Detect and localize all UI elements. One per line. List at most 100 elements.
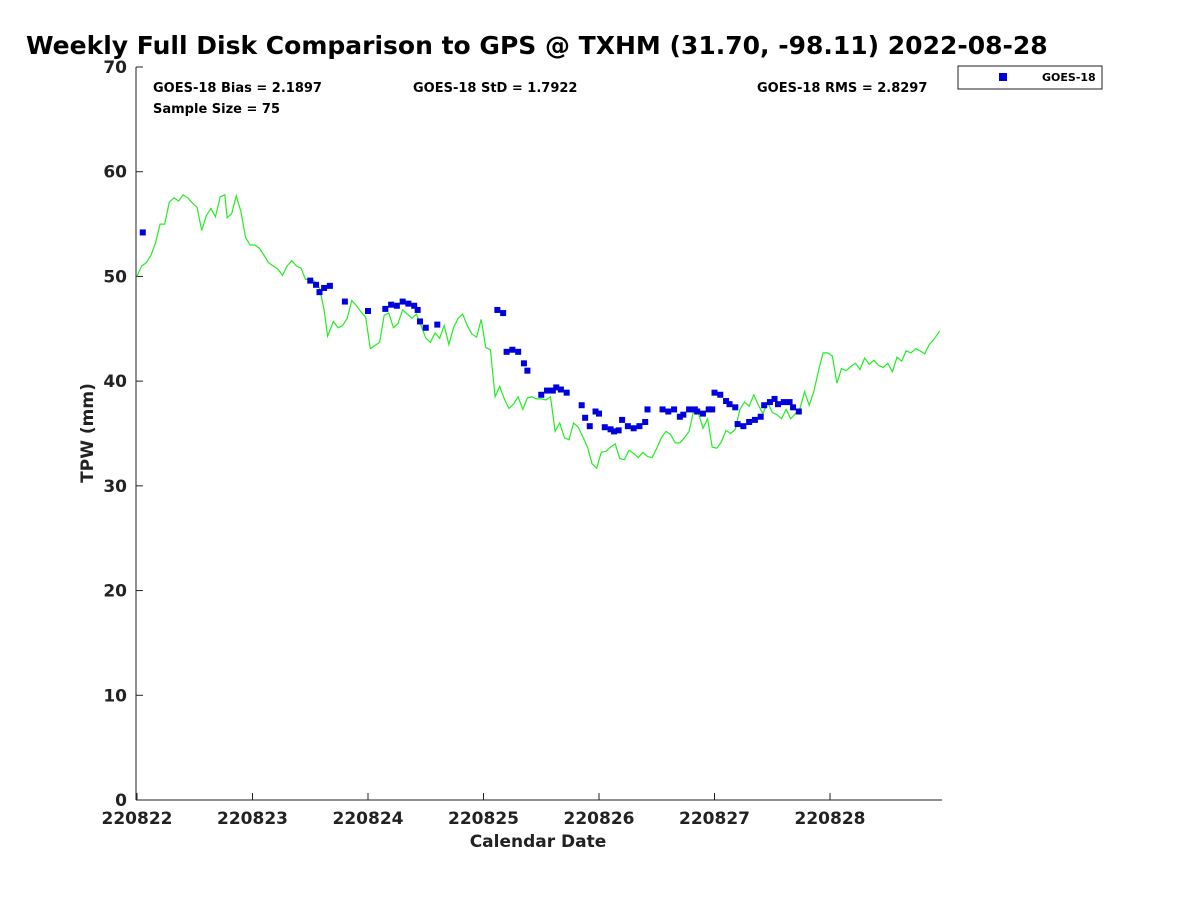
goes-18-point <box>520 360 527 367</box>
goes-18-point <box>686 406 693 413</box>
goes-18-point <box>726 401 733 408</box>
y-tick-label: 10 <box>103 686 127 706</box>
goes-18-point <box>636 423 643 430</box>
goes-18-point <box>615 427 622 434</box>
goes-18-point <box>680 411 687 418</box>
y-tick-label: 0 <box>115 791 127 811</box>
goes-18-point <box>382 305 389 312</box>
goes-18-point <box>549 387 556 394</box>
goes-18-point <box>538 391 545 398</box>
legend-box <box>957 65 1103 90</box>
legend-label-goes-18: GOES-18 <box>1042 71 1096 84</box>
y-tick-label: 20 <box>103 582 127 602</box>
goes-18-point <box>671 406 678 413</box>
goes-18-point <box>611 428 618 435</box>
goes-18-point <box>416 318 423 325</box>
plot-area <box>135 67 942 801</box>
goes-18-point <box>553 384 560 391</box>
goes-18-point <box>659 406 666 413</box>
goes-18-point <box>740 423 747 430</box>
x-tick-label: 220825 <box>448 809 519 829</box>
goes-18-point <box>644 406 651 413</box>
gps-line <box>136 193 941 470</box>
goes-18-point <box>582 414 589 421</box>
goes-18-point <box>630 425 637 432</box>
goes-18-point <box>411 302 418 309</box>
goes-18-point <box>607 426 614 433</box>
goes-18-point <box>676 413 683 420</box>
goes-18-point <box>624 423 631 430</box>
goes-18-point <box>746 418 753 425</box>
goes-18-series <box>139 229 802 435</box>
goes-18-point <box>732 404 739 411</box>
goes-18-point <box>786 399 793 406</box>
goes-18-point <box>316 289 323 296</box>
goes-18-point <box>422 324 429 331</box>
x-tick-label: 220823 <box>217 809 288 829</box>
goes-18-point <box>509 346 516 353</box>
y-tick-label: 70 <box>103 58 127 78</box>
goes-18-point <box>414 306 421 313</box>
goes-18-point <box>757 413 764 420</box>
stat-bias: GOES-18 Bias = 2.1897 <box>153 81 322 96</box>
x-tick-label: 220826 <box>564 809 635 829</box>
goes-18-point <box>388 301 395 308</box>
x-tick-label: 220822 <box>102 809 173 829</box>
goes-18-point <box>711 389 718 396</box>
x-axis-label: Calendar Date <box>470 832 607 852</box>
x-axis-ticks: 220822 220823 220824 220825 220826 220827 2208… <box>102 793 866 829</box>
chart-title: Weekly Full Disk Comparison to GPS @ TXH… <box>26 31 1048 60</box>
goes-18-point <box>434 321 441 328</box>
y-axis-label: TPW (mm) <box>78 383 98 483</box>
goes-18-point <box>771 395 778 402</box>
legend-marker-goes-18 <box>999 73 1007 81</box>
goes-18-point <box>601 424 608 431</box>
x-tick-label: 220824 <box>333 809 404 829</box>
goes-18-point <box>365 307 371 314</box>
y-axis-ticks: 0 10 20 30 40 50 60 70 <box>103 58 143 811</box>
goes-18-point <box>494 306 501 313</box>
x-tick-label: 220828 <box>795 809 866 829</box>
goes-18-point <box>326 282 333 289</box>
goes-18-point <box>665 408 672 415</box>
goes-18-point <box>578 402 585 409</box>
y-tick-label: 50 <box>103 267 127 287</box>
x-tick-label: 220827 <box>679 809 750 829</box>
stat-rms: GOES-18 RMS = 2.8297 <box>757 81 927 96</box>
goes-18-point <box>307 277 314 284</box>
gps-series <box>136 193 941 470</box>
goes-18-point <box>139 229 146 236</box>
goes-18-point <box>313 281 320 288</box>
goes-18-point <box>341 298 348 305</box>
goes-18-point <box>780 399 787 406</box>
stat-std: GOES-18 StD = 1.7922 <box>413 81 577 96</box>
goes-18-point <box>557 386 564 393</box>
y-tick-label: 30 <box>103 477 127 497</box>
goes-18-point <box>795 408 802 415</box>
goes-18-point <box>515 348 522 355</box>
goes-18-point <box>321 284 328 291</box>
goes-18-point <box>544 387 551 394</box>
goes-18-point <box>586 423 593 430</box>
goes-18-point <box>405 300 412 307</box>
goes-18-point <box>500 310 507 317</box>
goes-18-point <box>699 410 706 417</box>
goes-18-point <box>790 404 797 411</box>
goes-18-point <box>563 389 570 396</box>
goes-18-point <box>694 408 701 415</box>
goes-18-point <box>503 348 510 355</box>
goes-18-point <box>524 367 531 374</box>
goes-18-point <box>734 421 741 428</box>
goes-18-point <box>761 402 768 409</box>
goes-18-point <box>751 416 758 423</box>
y-tick-label: 40 <box>103 372 127 392</box>
goes-18-point <box>642 418 649 425</box>
goes-18-point <box>393 302 400 309</box>
goes-18-point <box>619 416 626 423</box>
goes-18-point <box>723 398 730 405</box>
stat-sample-size: Sample Size = 75 <box>153 102 280 117</box>
goes-18-point <box>592 408 599 415</box>
goes-18-point <box>596 410 602 417</box>
goes-18-point <box>775 401 782 408</box>
